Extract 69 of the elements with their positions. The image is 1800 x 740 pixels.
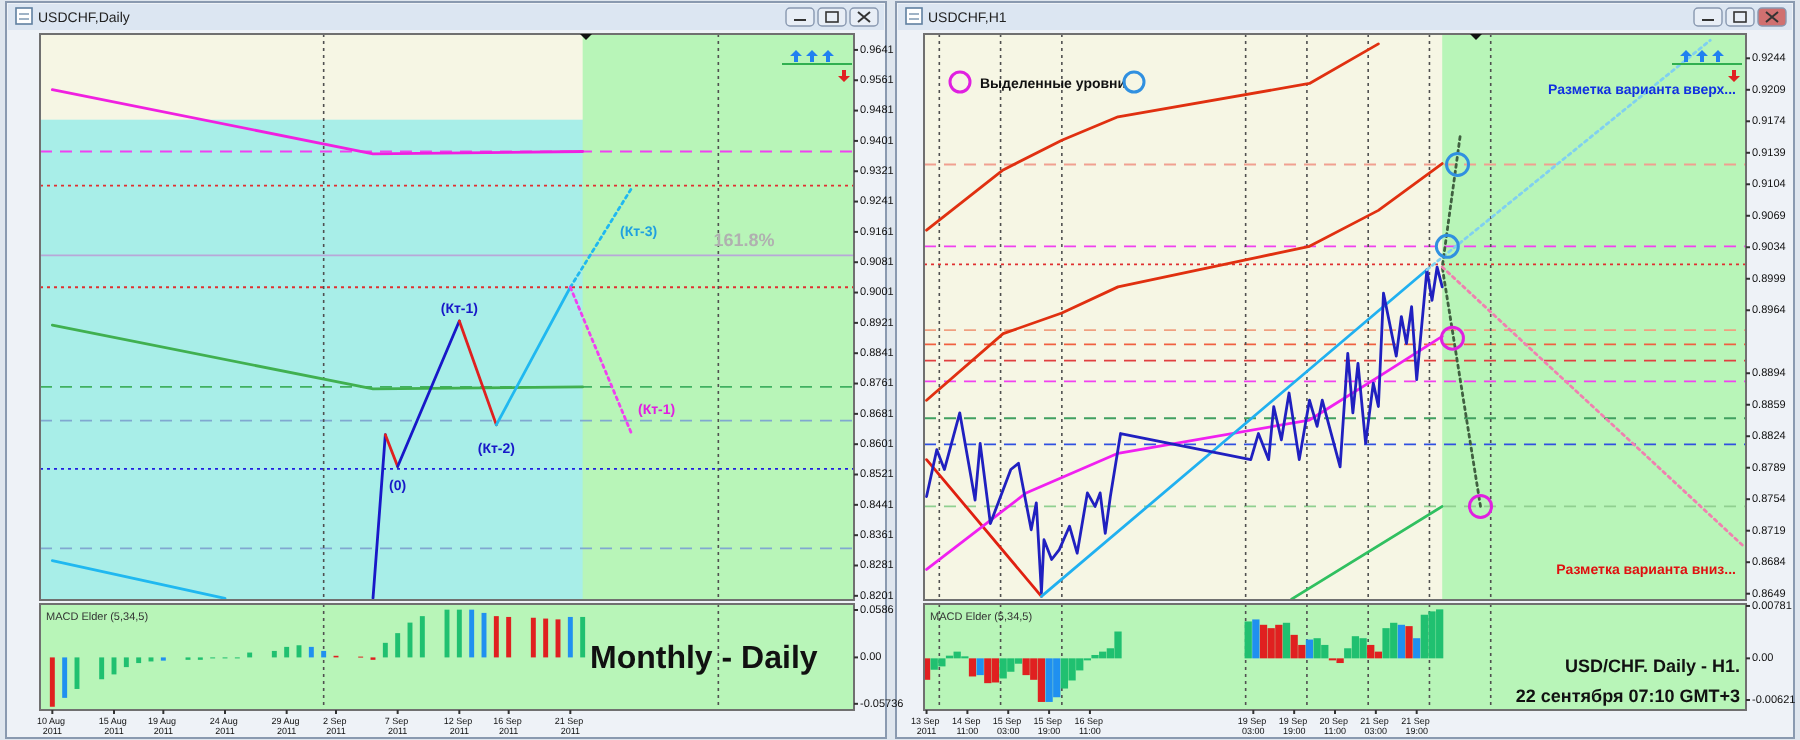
bar — [1336, 658, 1344, 664]
bar — [1014, 658, 1023, 664]
bar — [968, 658, 977, 677]
point — [1468, 493, 1494, 519]
annotation: 22 сентября 07:10 GMT+3 — [1515, 686, 1740, 706]
bar — [99, 657, 105, 680]
bar — [1007, 658, 1015, 672]
bar — [1367, 644, 1375, 659]
bar — [506, 616, 512, 658]
bar — [1351, 636, 1360, 659]
bar — [543, 618, 549, 658]
bar — [271, 650, 277, 658]
point — [1445, 151, 1471, 177]
bar — [469, 609, 475, 658]
bar — [1390, 622, 1398, 659]
line-series — [925, 265, 1444, 595]
bar — [567, 616, 573, 658]
bar — [1413, 638, 1421, 659]
bar — [136, 657, 142, 664]
annotation: USD/CHF. Daily - H1. — [1564, 656, 1740, 676]
bar — [419, 616, 425, 658]
bar — [1252, 619, 1260, 659]
annotation: Monthly - Daily — [590, 642, 818, 676]
line-series — [925, 162, 1444, 402]
bar — [1244, 621, 1252, 659]
bar — [456, 609, 462, 658]
bar — [1397, 624, 1406, 659]
bar — [1359, 638, 1367, 659]
bar — [1060, 658, 1069, 689]
bar — [1382, 628, 1390, 659]
bar — [321, 650, 327, 658]
bar — [1068, 658, 1076, 681]
bar — [1405, 626, 1413, 659]
bar — [1290, 634, 1298, 659]
bar — [1259, 624, 1268, 659]
bar — [395, 633, 401, 658]
bar — [62, 657, 68, 698]
bar — [1305, 639, 1314, 659]
bar — [1053, 658, 1061, 698]
bar — [1282, 622, 1291, 659]
bar — [984, 658, 992, 684]
bar — [930, 658, 938, 670]
bar — [382, 642, 388, 658]
bar — [284, 646, 290, 658]
bar — [530, 617, 536, 658]
bar — [938, 658, 946, 667]
point — [1439, 325, 1465, 351]
bar — [580, 616, 586, 658]
bar — [1114, 631, 1122, 659]
bar — [1321, 644, 1329, 659]
bar — [1428, 611, 1436, 659]
bar — [976, 658, 984, 676]
bar — [1267, 628, 1275, 659]
bar — [999, 658, 1007, 679]
bar — [1275, 624, 1283, 659]
point — [1434, 233, 1460, 259]
bar — [1313, 638, 1321, 659]
bar — [493, 616, 499, 658]
bar — [991, 658, 1000, 683]
line-series — [925, 42, 1380, 232]
bar — [1436, 609, 1444, 659]
bar — [1045, 658, 1053, 702]
bar — [123, 657, 129, 668]
bar — [49, 657, 55, 707]
annotation: 161.8% — [713, 230, 775, 250]
bar — [1420, 614, 1428, 659]
bar — [308, 646, 314, 658]
bar — [1037, 658, 1046, 702]
bar — [1022, 658, 1030, 676]
